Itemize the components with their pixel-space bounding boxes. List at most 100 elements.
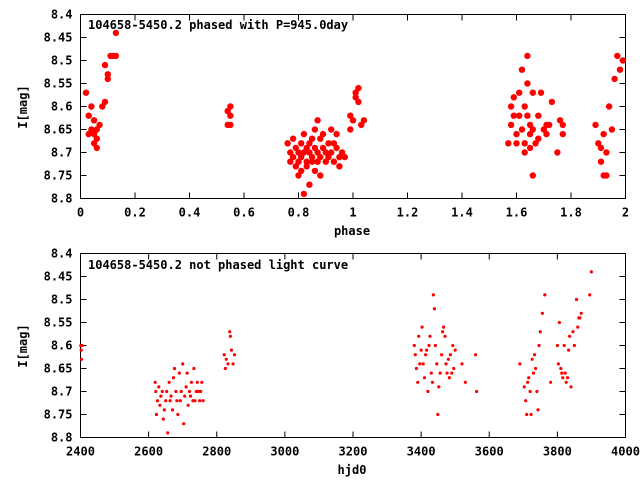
data-point [164, 399, 168, 403]
data-point [79, 357, 84, 361]
data-point [416, 380, 420, 384]
data-point [540, 311, 545, 315]
data-point [507, 121, 515, 129]
x-tick-label: 1 [349, 206, 356, 220]
data-point [289, 153, 297, 161]
data-point [93, 126, 101, 133]
data-point [536, 408, 540, 412]
data-point [228, 330, 232, 334]
data-point [308, 135, 316, 142]
data-point [521, 103, 528, 110]
data-point [535, 389, 539, 394]
x-tick-label: 3400 [407, 445, 436, 459]
data-point [611, 75, 618, 83]
data-point [413, 353, 417, 357]
data-point [559, 130, 566, 138]
data-point [192, 366, 196, 371]
data-point [227, 103, 234, 110]
data-point [556, 362, 561, 366]
data-point [303, 158, 310, 165]
data-point [414, 366, 418, 371]
data-point [185, 371, 189, 375]
y-tick-label: 8.4 [51, 247, 73, 261]
data-point [438, 371, 442, 375]
data-point [183, 394, 187, 398]
data-point [85, 112, 92, 119]
data-point [104, 71, 112, 78]
data-point [88, 103, 95, 110]
data-point [154, 389, 158, 394]
y-tick-label: 8.75 [44, 169, 73, 183]
data-point [96, 121, 103, 129]
x-tick-label: 3200 [339, 445, 368, 459]
data-point [300, 130, 308, 138]
data-point [178, 399, 182, 403]
data-point [529, 172, 536, 179]
data-point [333, 144, 340, 152]
data-point [460, 362, 464, 366]
x-tick-labels: 2400 2600 2800 3000 3200 3400 3600 3800 4000 [66, 445, 640, 459]
x-tick-label: 1.8 [560, 206, 582, 220]
y-axis-label: I[mag] [16, 85, 30, 128]
data-point [463, 380, 467, 384]
data-point [229, 348, 233, 352]
data-point [518, 126, 526, 133]
x-axis-label: phase [334, 224, 370, 238]
data-point [589, 270, 594, 274]
y-tick-label: 8.4 [51, 8, 73, 22]
plot-frame [80, 14, 626, 199]
data-point [426, 389, 430, 394]
data-point [546, 121, 553, 129]
data-point [161, 417, 165, 421]
data-point [179, 389, 183, 394]
data-point [560, 371, 564, 375]
data-point [158, 403, 162, 407]
data-point [93, 144, 101, 152]
data-point [165, 389, 169, 394]
data-point [188, 394, 193, 398]
data-point [554, 149, 561, 156]
data-point [475, 389, 479, 394]
data-point [287, 158, 294, 165]
x-tick-label: 2400 [66, 445, 95, 459]
data-point [592, 121, 599, 129]
data-point [287, 149, 294, 156]
data-point [328, 126, 335, 133]
data-point [524, 399, 528, 403]
data-point [157, 385, 161, 389]
data-point [284, 140, 291, 147]
y-tick-label: 8.55 [44, 77, 73, 91]
data-point [446, 357, 450, 361]
data-point [101, 61, 109, 69]
y-tick-labels: 8.4 8.45 8.5 8.55 8.6 8.65 8.7 8.75 8.8 [44, 247, 73, 445]
y-tick-label: 8.65 [44, 123, 73, 137]
y-tick-label: 8.75 [44, 408, 73, 422]
x-tick-label: 0 [77, 206, 84, 220]
data-point [355, 84, 362, 92]
data-point [619, 57, 626, 64]
data-point [298, 140, 305, 147]
data-point [319, 130, 327, 138]
data-point [521, 149, 528, 156]
data-point [451, 343, 455, 348]
x-tick-label: 4000 [611, 445, 640, 459]
data-point [333, 130, 340, 138]
data-point [522, 385, 526, 389]
data-point [199, 389, 203, 394]
data-point [564, 380, 568, 384]
data-point [440, 353, 444, 357]
tick-marks [80, 14, 626, 199]
data-point [311, 167, 319, 175]
data-point [308, 153, 316, 161]
data-point [445, 371, 449, 375]
data-point [317, 153, 324, 161]
data-point [153, 380, 157, 384]
tick-marks [80, 253, 626, 438]
data-point [112, 52, 120, 60]
data-point [347, 126, 354, 133]
data-point [444, 362, 448, 366]
data-point [569, 385, 573, 389]
data-point [453, 348, 457, 352]
x-tick-label: 0.2 [124, 206, 146, 220]
